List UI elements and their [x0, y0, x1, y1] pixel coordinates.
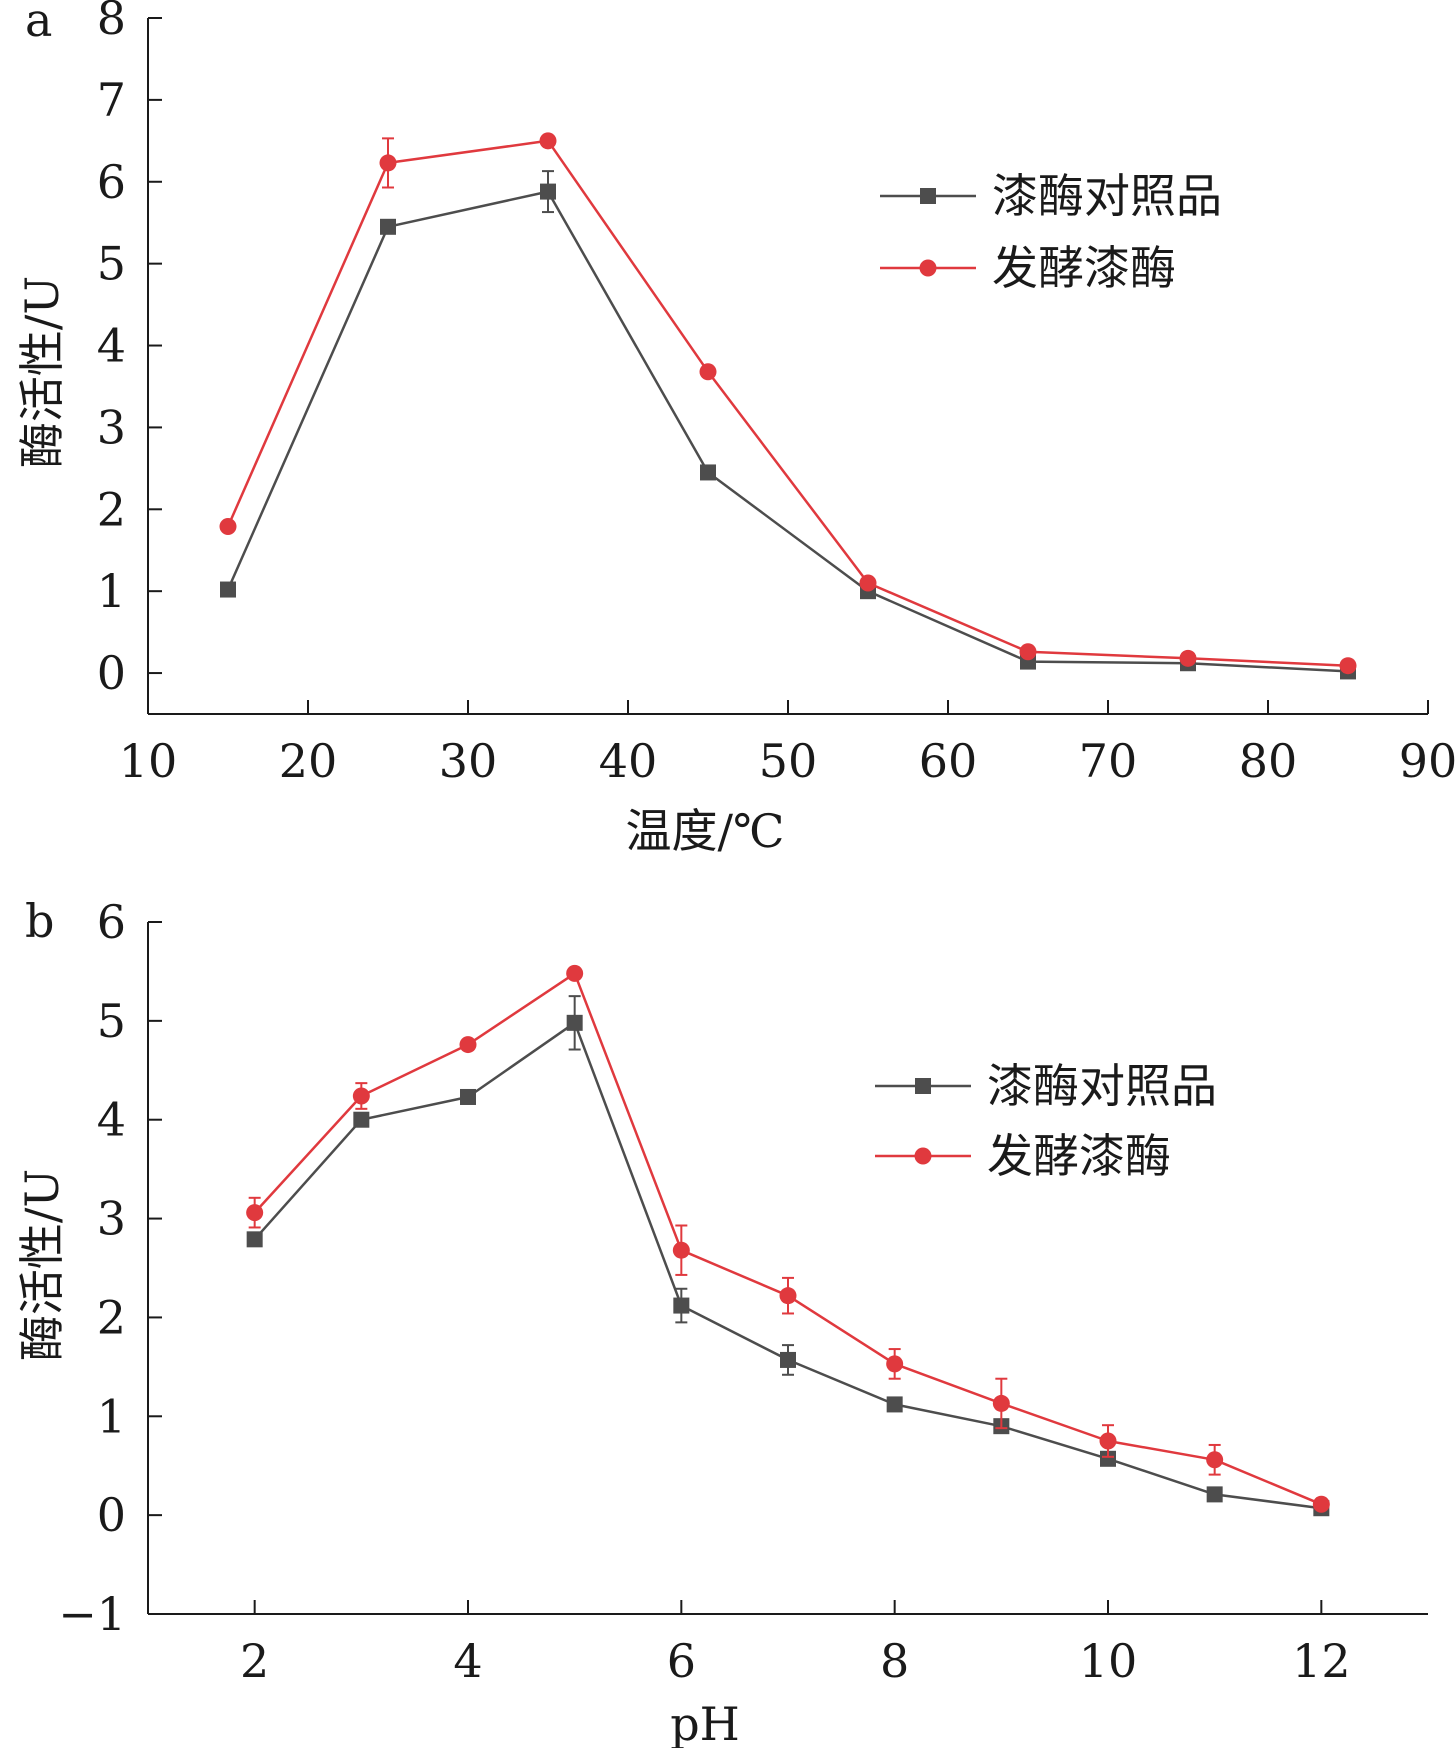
y-tick-label-b: 5: [97, 994, 126, 1048]
data-point-b: [353, 1111, 370, 1128]
y-tick-label-b: 0: [97, 1488, 126, 1542]
x-tick-label-b: 12: [1292, 1634, 1351, 1688]
x-tick-label-a: 30: [439, 734, 498, 788]
data-point-b: [566, 964, 584, 982]
data-point-b: [886, 1355, 904, 1373]
x-tick-label-a: 20: [279, 734, 338, 788]
x-axis-title-b: pH: [670, 1697, 740, 1748]
y-tick-label-b: 4: [97, 1093, 126, 1147]
data-point-a: [220, 581, 236, 598]
legend-label-a: 发酵漆酶: [992, 241, 1176, 295]
y-tick-label-a: 2: [97, 482, 126, 536]
data-point-b: [1312, 1495, 1330, 1513]
data-point-a: [379, 154, 397, 172]
data-point-b: [780, 1351, 796, 1368]
y-tick-label-a: 6: [97, 155, 126, 209]
data-point-b: [246, 1231, 263, 1248]
data-point-b: [673, 1297, 690, 1314]
legend-marker-a: [920, 188, 936, 204]
x-axis-title-a: 温度/℃: [626, 804, 785, 858]
x-tick-label-a: 90: [1399, 734, 1455, 788]
y-tick-label-b: 3: [97, 1192, 126, 1246]
data-point-a: [380, 218, 396, 235]
data-point-a: [1179, 649, 1197, 667]
series-line-a-0: [226, 190, 1349, 673]
y-tick-label-a: 3: [97, 400, 126, 454]
series-line-b-1: [253, 972, 1322, 1506]
data-point-b: [459, 1036, 477, 1054]
data-point-b: [566, 1014, 583, 1031]
x-tick-label-b: 4: [453, 1634, 482, 1688]
legend-marker-b: [914, 1147, 932, 1165]
data-point-a: [699, 363, 717, 381]
chart-panel-a: a 酶活性/U 温度/℃ 0 1 2 3 4 5 6 7 8 10 20 30 40 50 60 70 80 90…: [15, 0, 1455, 858]
data-point-b: [460, 1088, 476, 1105]
legend-label-b: 发酵漆酶: [987, 1129, 1171, 1183]
y-tick-label-b: 1: [97, 1389, 126, 1443]
data-point-a: [1019, 643, 1037, 661]
data-point-b: [1206, 1486, 1223, 1503]
series-line-a-1: [226, 139, 1349, 667]
y-tick-label-b: 2: [97, 1290, 126, 1344]
data-point-b: [1099, 1432, 1117, 1450]
x-tick-label-b: 2: [240, 1634, 269, 1688]
x-tick-label-b: 8: [880, 1634, 909, 1688]
y-axis-title-a: 酶活性/U: [15, 276, 69, 468]
data-point-a: [540, 183, 556, 200]
y-axis-title-b: 酶活性/U: [15, 1169, 69, 1361]
x-tick-label-b: 6: [667, 1634, 696, 1688]
legend-marker-a: [919, 259, 937, 277]
data-point-b: [1206, 1451, 1224, 1469]
data-point-b: [779, 1287, 797, 1305]
data-point-a: [1339, 657, 1357, 675]
x-tick-label-a: 10: [119, 734, 178, 788]
data-point-a: [219, 517, 237, 535]
y-tick-label-a: 5: [97, 237, 126, 291]
data-point-a: [700, 464, 716, 481]
legend-label-a: 漆酶对照品: [992, 169, 1222, 223]
y-tick-label-b: 6: [97, 895, 126, 949]
data-point-b: [246, 1204, 264, 1222]
y-tick-label-a: 7: [97, 73, 126, 127]
data-point-b: [1100, 1450, 1116, 1467]
x-tick-label-b: 10: [1079, 1634, 1138, 1688]
legend-marker-b: [915, 1078, 931, 1094]
data-point-a: [539, 132, 557, 150]
x-tick-label-a: 60: [919, 734, 978, 788]
x-tick-label-a: 70: [1079, 734, 1138, 788]
y-tick-label-a: 1: [97, 564, 126, 618]
x-tick-label-a: 40: [599, 734, 658, 788]
panel-label-a: a: [25, 0, 52, 47]
x-tick-label-a: 50: [759, 734, 818, 788]
y-tick-label-a: 8: [97, 0, 126, 45]
data-point-b: [352, 1087, 370, 1105]
panel-label-b: b: [25, 894, 54, 948]
y-tick-label-a: 4: [97, 319, 126, 373]
y-tick-label-b: −1: [58, 1587, 126, 1641]
data-point-b: [886, 1396, 903, 1413]
data-point-b: [672, 1241, 690, 1259]
x-tick-label-a: 80: [1239, 734, 1298, 788]
data-point-a: [859, 574, 877, 592]
y-tick-label-a: 0: [97, 646, 126, 700]
data-point-b: [992, 1394, 1010, 1412]
legend-label-b: 漆酶对照品: [987, 1059, 1217, 1113]
